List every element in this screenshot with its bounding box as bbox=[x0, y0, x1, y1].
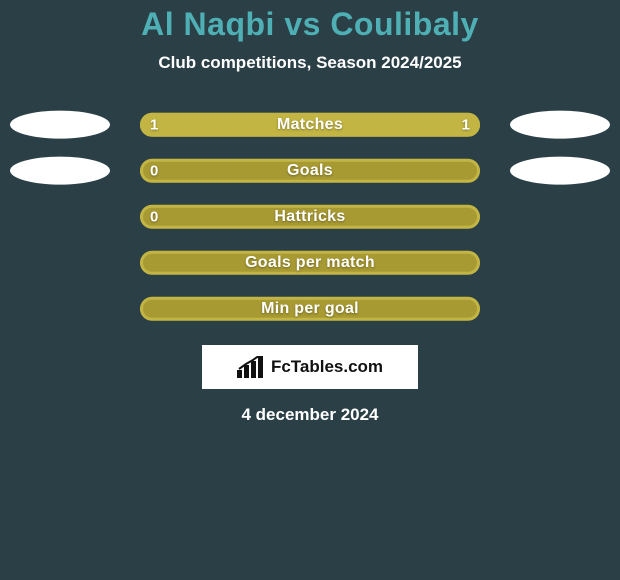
bar-label: Goals per match bbox=[245, 254, 375, 272]
chart-bars-icon bbox=[237, 356, 265, 378]
bar-label: Min per goal bbox=[261, 300, 359, 318]
left-value: 1 bbox=[150, 116, 158, 133]
bar-track: 0 Hattricks bbox=[140, 205, 480, 229]
bar-overlay: Goals per match bbox=[140, 251, 480, 275]
bar-track: 1 Matches 1 bbox=[140, 113, 480, 137]
subtitle: Club competitions, Season 2024/2025 bbox=[0, 53, 620, 73]
bar-overlay: 1 Matches 1 bbox=[140, 113, 480, 137]
right-ellipse bbox=[510, 157, 610, 185]
left-value: 0 bbox=[150, 208, 158, 225]
bar-track: 0 Goals bbox=[140, 159, 480, 183]
bar-overlay: 0 Goals bbox=[140, 159, 480, 183]
left-ellipse bbox=[10, 111, 110, 139]
bar-track: Goals per match bbox=[140, 251, 480, 275]
right-value: 1 bbox=[462, 116, 470, 133]
left-ellipse bbox=[10, 157, 110, 185]
stats-area: 1 Matches 1 0 Goals 0 Hattricks Goals per match… bbox=[0, 103, 620, 333]
bar-label: Matches bbox=[277, 116, 343, 134]
stat-row-matches: 1 Matches 1 bbox=[0, 103, 620, 149]
bar-overlay: 0 Hattricks bbox=[140, 205, 480, 229]
right-ellipse bbox=[510, 111, 610, 139]
page-title: Al Naqbi vs Coulibaly bbox=[0, 0, 620, 43]
stat-row-mpg: Min per goal bbox=[0, 287, 620, 333]
stat-row-gpm: Goals per match bbox=[0, 241, 620, 287]
brand-text: FcTables.com bbox=[271, 357, 383, 377]
bar-overlay: Min per goal bbox=[140, 297, 480, 321]
stat-row-hattricks: 0 Hattricks bbox=[0, 195, 620, 241]
bar-label: Goals bbox=[287, 162, 333, 180]
left-value: 0 bbox=[150, 162, 158, 179]
stat-row-goals: 0 Goals bbox=[0, 149, 620, 195]
date-line: 4 december 2024 bbox=[0, 405, 620, 425]
brand-box: FcTables.com bbox=[202, 345, 418, 389]
bar-label: Hattricks bbox=[274, 208, 345, 226]
bar-track: Min per goal bbox=[140, 297, 480, 321]
